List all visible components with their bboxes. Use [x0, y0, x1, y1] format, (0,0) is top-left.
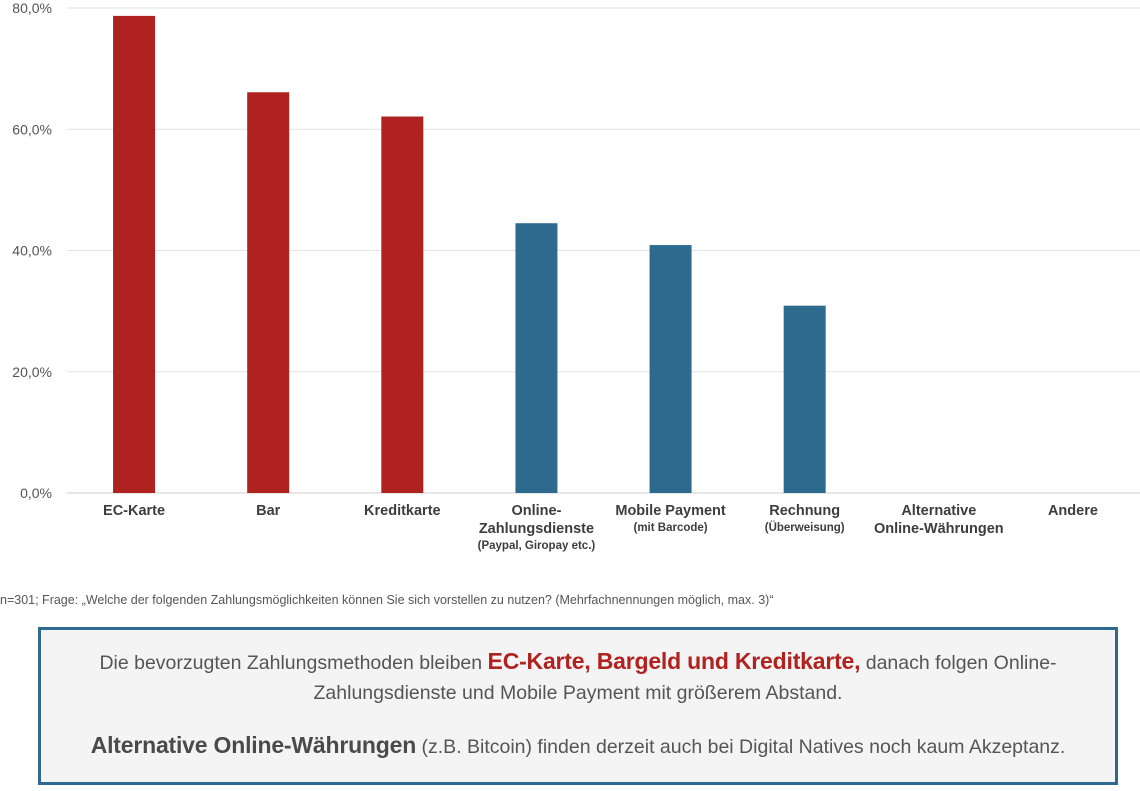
y-tick-label: 40,0%	[12, 243, 52, 259]
bar-chart: 0,0% 20,0% 40,0% 60,0% 80,0% EC-Karte Bar Kredi…	[12, 0, 1140, 552]
x-tick-label: Andere	[1048, 503, 1098, 519]
summary-p2-highlight: Alternative Online-Währungen	[90, 732, 417, 758]
y-tick-label: 80,0%	[12, 0, 52, 16]
bar	[113, 15, 156, 493]
x-tick-label: Kreditkarte	[364, 503, 441, 519]
bar	[783, 305, 826, 493]
summary-box: Die bevorzugten Zahlungsmethoden bleiben…	[38, 627, 1118, 785]
x-tick-label: Zahlungsdienste	[479, 521, 594, 537]
x-tick-label: EC-Karte	[103, 503, 165, 519]
y-tick-label: 60,0%	[12, 121, 52, 137]
y-tick-label: 0,0%	[20, 485, 52, 501]
x-tick-sublabel: (Überweisung)	[765, 521, 845, 534]
summary-p1-text: Die bevorzugten Zahlungsmethoden bleiben	[99, 652, 488, 674]
bar	[381, 116, 424, 494]
summary-paragraph-1: Die bevorzugten Zahlungsmethoden bleiben…	[81, 646, 1075, 708]
footnote: n=301; Frage: „Welche der folgenden Zahl…	[0, 593, 774, 607]
x-tick-label: Bar	[256, 503, 281, 519]
bar	[649, 245, 692, 493]
bar	[247, 92, 290, 494]
x-tick-label: Online-Währungen	[874, 521, 1004, 537]
summary-paragraph-2: Alternative Online-Währungen (z.B. Bitco…	[81, 730, 1075, 762]
y-tick-label: 20,0%	[12, 364, 52, 380]
summary-p1-highlight: EC-Karte, Bargeld und Kreditkarte,	[487, 648, 861, 674]
x-tick-label: Alternative	[901, 503, 976, 519]
x-tick-label: Online-	[511, 503, 561, 519]
x-tick-label: Rechnung	[769, 503, 840, 519]
summary-p1-rest: danach folgen Online-Zahlungsdienste und…	[313, 652, 1057, 704]
summary-p2-rest: (z.B. Bitcoin) finden derzeit auch bei D…	[416, 736, 1066, 758]
x-tick-sublabel: (Paypal, Giropay etc.)	[478, 540, 596, 552]
x-tick-sublabel: (mit Barcode)	[634, 522, 708, 534]
x-tick-label: Mobile Payment	[615, 503, 726, 519]
bar	[515, 223, 558, 493]
